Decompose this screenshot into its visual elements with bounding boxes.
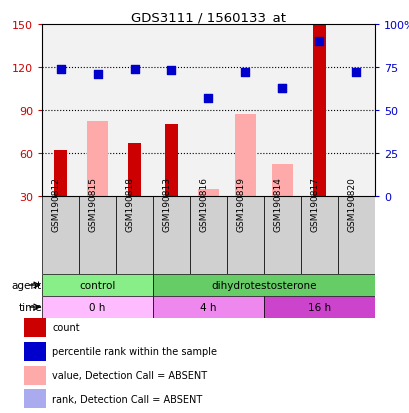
Bar	[300, 197, 337, 274]
Bar	[164, 125, 178, 197]
Bar	[24, 366, 46, 385]
Text: GSM190816: GSM190816	[199, 177, 208, 232]
Bar	[79, 197, 116, 274]
Text: GSM190819: GSM190819	[236, 177, 245, 232]
Bar	[24, 318, 46, 337]
Text: count: count	[52, 323, 80, 333]
Bar	[128, 144, 141, 197]
Bar	[263, 296, 374, 318]
Point	[315, 39, 322, 45]
Text: GSM190814: GSM190814	[273, 177, 282, 232]
Bar	[153, 197, 189, 274]
Text: GSM190818: GSM190818	[125, 177, 134, 232]
Bar	[116, 197, 153, 274]
Bar	[24, 389, 46, 408]
Text: dihydrotestosterone: dihydrotestosterone	[211, 280, 316, 290]
Text: GSM190815: GSM190815	[88, 177, 97, 232]
Bar	[198, 190, 218, 197]
Text: value, Detection Call = ABSENT: value, Detection Call = ABSENT	[52, 370, 207, 380]
Bar	[87, 122, 108, 197]
Title: GDS3111 / 1560133_at: GDS3111 / 1560133_at	[131, 11, 285, 24]
Bar	[153, 274, 374, 296]
Bar	[263, 197, 300, 274]
Bar	[227, 197, 263, 274]
Text: rank, Detection Call = ABSENT: rank, Detection Call = ABSENT	[52, 394, 202, 404]
Point	[131, 66, 137, 73]
Text: GSM190812: GSM190812	[52, 177, 61, 232]
Point	[57, 66, 64, 73]
Point	[279, 85, 285, 92]
Bar	[337, 197, 374, 274]
Point	[94, 71, 101, 78]
Text: GSM190820: GSM190820	[347, 177, 356, 232]
Text: 0 h: 0 h	[89, 302, 106, 312]
Point	[242, 70, 248, 76]
Bar	[42, 274, 153, 296]
Point	[353, 70, 359, 76]
Bar	[24, 342, 46, 361]
Text: 16 h: 16 h	[307, 302, 330, 312]
Point	[205, 95, 211, 102]
Text: agent: agent	[12, 280, 42, 290]
Text: percentile rank within the sample: percentile rank within the sample	[52, 347, 217, 356]
Point	[279, 85, 285, 92]
Text: control: control	[79, 280, 115, 290]
Bar	[42, 197, 79, 274]
Text: GSM190817: GSM190817	[310, 177, 319, 232]
Bar	[272, 165, 292, 197]
Bar	[54, 151, 67, 197]
Bar	[189, 197, 227, 274]
Point	[168, 68, 174, 75]
Bar	[42, 296, 153, 318]
Text: 4 h: 4 h	[200, 302, 216, 312]
Text: time: time	[18, 302, 42, 312]
Bar	[153, 296, 263, 318]
Bar	[235, 115, 255, 197]
Text: GSM190813: GSM190813	[162, 177, 171, 232]
Bar	[312, 25, 325, 197]
